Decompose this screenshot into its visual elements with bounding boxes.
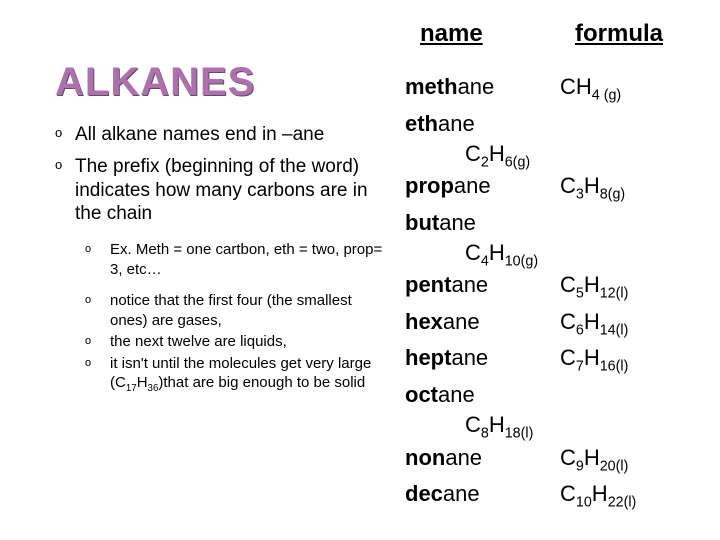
compound-name: butane xyxy=(405,206,560,240)
suffix: ane xyxy=(454,173,491,198)
right-column: name formula methaneCH4 (g)ethaneC2H6(g)… xyxy=(400,30,700,520)
sub4-post: )that are big enough to be solid xyxy=(158,374,365,391)
suffix: ane xyxy=(438,382,475,407)
suffix: ane xyxy=(445,445,482,470)
compound-formula: C7H16(l) xyxy=(560,341,628,378)
sub-bullet-list: Ex. Meth = one cartbon, eth = two, prop=… xyxy=(30,240,385,396)
table-row: methaneCH4 (g) xyxy=(405,70,700,107)
bullet-sub-1: Ex. Meth = one cartbon, eth = two, prop=… xyxy=(85,240,385,279)
prefix: eth xyxy=(405,111,438,136)
table-row: butane xyxy=(405,206,700,240)
header-formula: formula xyxy=(575,20,663,48)
suffix: ane xyxy=(443,309,480,334)
table-row: ethane xyxy=(405,107,700,141)
compound-formula: C10H22(l) xyxy=(560,477,636,514)
prefix: hept xyxy=(405,345,451,370)
table-row: decaneC10H22(l) xyxy=(405,477,700,514)
table-row-formula: C4H10(g) xyxy=(465,236,700,273)
compound-name: nonane xyxy=(405,441,560,475)
compound-name: methane xyxy=(405,70,560,104)
slide-title: ALKANES xyxy=(55,60,385,105)
main-bullet-list: All alkane names end in –ane The prefix … xyxy=(30,123,385,226)
table-row: octane xyxy=(405,378,700,412)
left-column: ALKANES All alkane names end in –ane The… xyxy=(30,30,400,520)
prefix: dec xyxy=(405,481,443,506)
compound-formula: C5H12(l) xyxy=(560,268,628,305)
suffix: ane xyxy=(438,111,475,136)
table-row: heptaneC7H16(l) xyxy=(405,341,700,378)
suffix: ane xyxy=(439,210,476,235)
bullet-sub-2: notice that the first four (the smallest… xyxy=(85,291,385,330)
prefix: oct xyxy=(405,382,438,407)
compound-name: octane xyxy=(405,378,560,412)
compound-formula: C9H20(l) xyxy=(560,441,628,478)
table-headers: name formula xyxy=(420,20,700,48)
prefix: pent xyxy=(405,272,451,297)
table-row: hexaneC6H14(l) xyxy=(405,305,700,342)
prefix: meth xyxy=(405,74,458,99)
compound-name: decane xyxy=(405,477,560,511)
compound-formula: C6H14(l) xyxy=(560,305,628,342)
header-name: name xyxy=(420,20,575,48)
bullet-sub-3: the next twelve are liquids, xyxy=(85,332,385,352)
bullet-main-1: All alkane names end in –ane xyxy=(55,123,385,147)
sub4-n1: 17 xyxy=(126,383,137,394)
compound-formula: C4H10(g) xyxy=(465,236,538,273)
prefix: but xyxy=(405,210,439,235)
suffix: ane xyxy=(451,272,488,297)
prefix: non xyxy=(405,445,445,470)
compound-formula: C3H8(g) xyxy=(560,169,625,206)
compound-formula: C8H18(l) xyxy=(465,408,533,445)
compound-name: ethane xyxy=(405,107,560,141)
prefix: hex xyxy=(405,309,443,334)
bullet-main-2: The prefix (beginning of the word) indic… xyxy=(55,155,385,226)
sub4-mid: H xyxy=(137,374,148,391)
compound-table: methaneCH4 (g)ethaneC2H6(g)propaneC3H8(g… xyxy=(405,70,700,514)
table-row: pentaneC5H12(l) xyxy=(405,268,700,305)
prefix: prop xyxy=(405,173,454,198)
compound-name: hexane xyxy=(405,305,560,339)
suffix: ane xyxy=(458,74,495,99)
compound-formula: CH4 (g) xyxy=(560,70,621,107)
compound-name: pentane xyxy=(405,268,560,302)
suffix: ane xyxy=(451,345,488,370)
slide: ALKANES All alkane names end in –ane The… xyxy=(0,0,720,540)
table-row-formula: C8H18(l) xyxy=(465,408,700,445)
table-row: propaneC3H8(g) xyxy=(405,169,700,206)
compound-name: propane xyxy=(405,169,560,203)
table-row-formula: C2H6(g) xyxy=(465,137,700,174)
compound-name: heptane xyxy=(405,341,560,375)
compound-formula: C2H6(g) xyxy=(465,137,530,174)
suffix: ane xyxy=(443,481,480,506)
sub4-n2: 36 xyxy=(148,383,159,394)
bullet-sub-4: it isn't until the molecules get very la… xyxy=(85,354,385,396)
table-row: nonaneC9H20(l) xyxy=(405,441,700,478)
